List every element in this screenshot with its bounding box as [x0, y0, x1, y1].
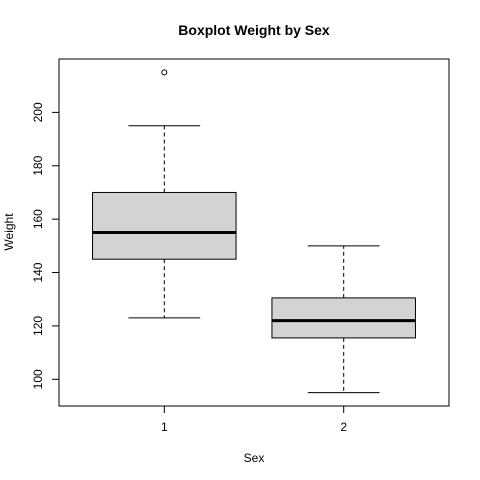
chart-title: Boxplot Weight by Sex [178, 22, 330, 38]
boxes [92, 69, 416, 394]
x-tick-label: 1 [161, 420, 168, 434]
box-1 [92, 69, 237, 319]
y-axis-label: Weight [2, 213, 16, 251]
x-axis-label: Sex [244, 451, 265, 465]
y-tick-label: 140 [31, 262, 45, 282]
x-tick-label: 2 [340, 420, 347, 434]
outlier-point [161, 69, 168, 76]
box-2 [271, 245, 416, 394]
y-tick-label: 160 [31, 209, 45, 229]
y-tick-label: 120 [31, 316, 45, 336]
iqr-box [92, 191, 237, 260]
y-axis: 100 120 140 160 180 200 [31, 102, 60, 389]
y-tick-label: 100 [31, 369, 45, 389]
y-tick-label: 180 [31, 155, 45, 175]
iqr-box [271, 297, 416, 339]
y-tick-label: 200 [31, 102, 45, 122]
